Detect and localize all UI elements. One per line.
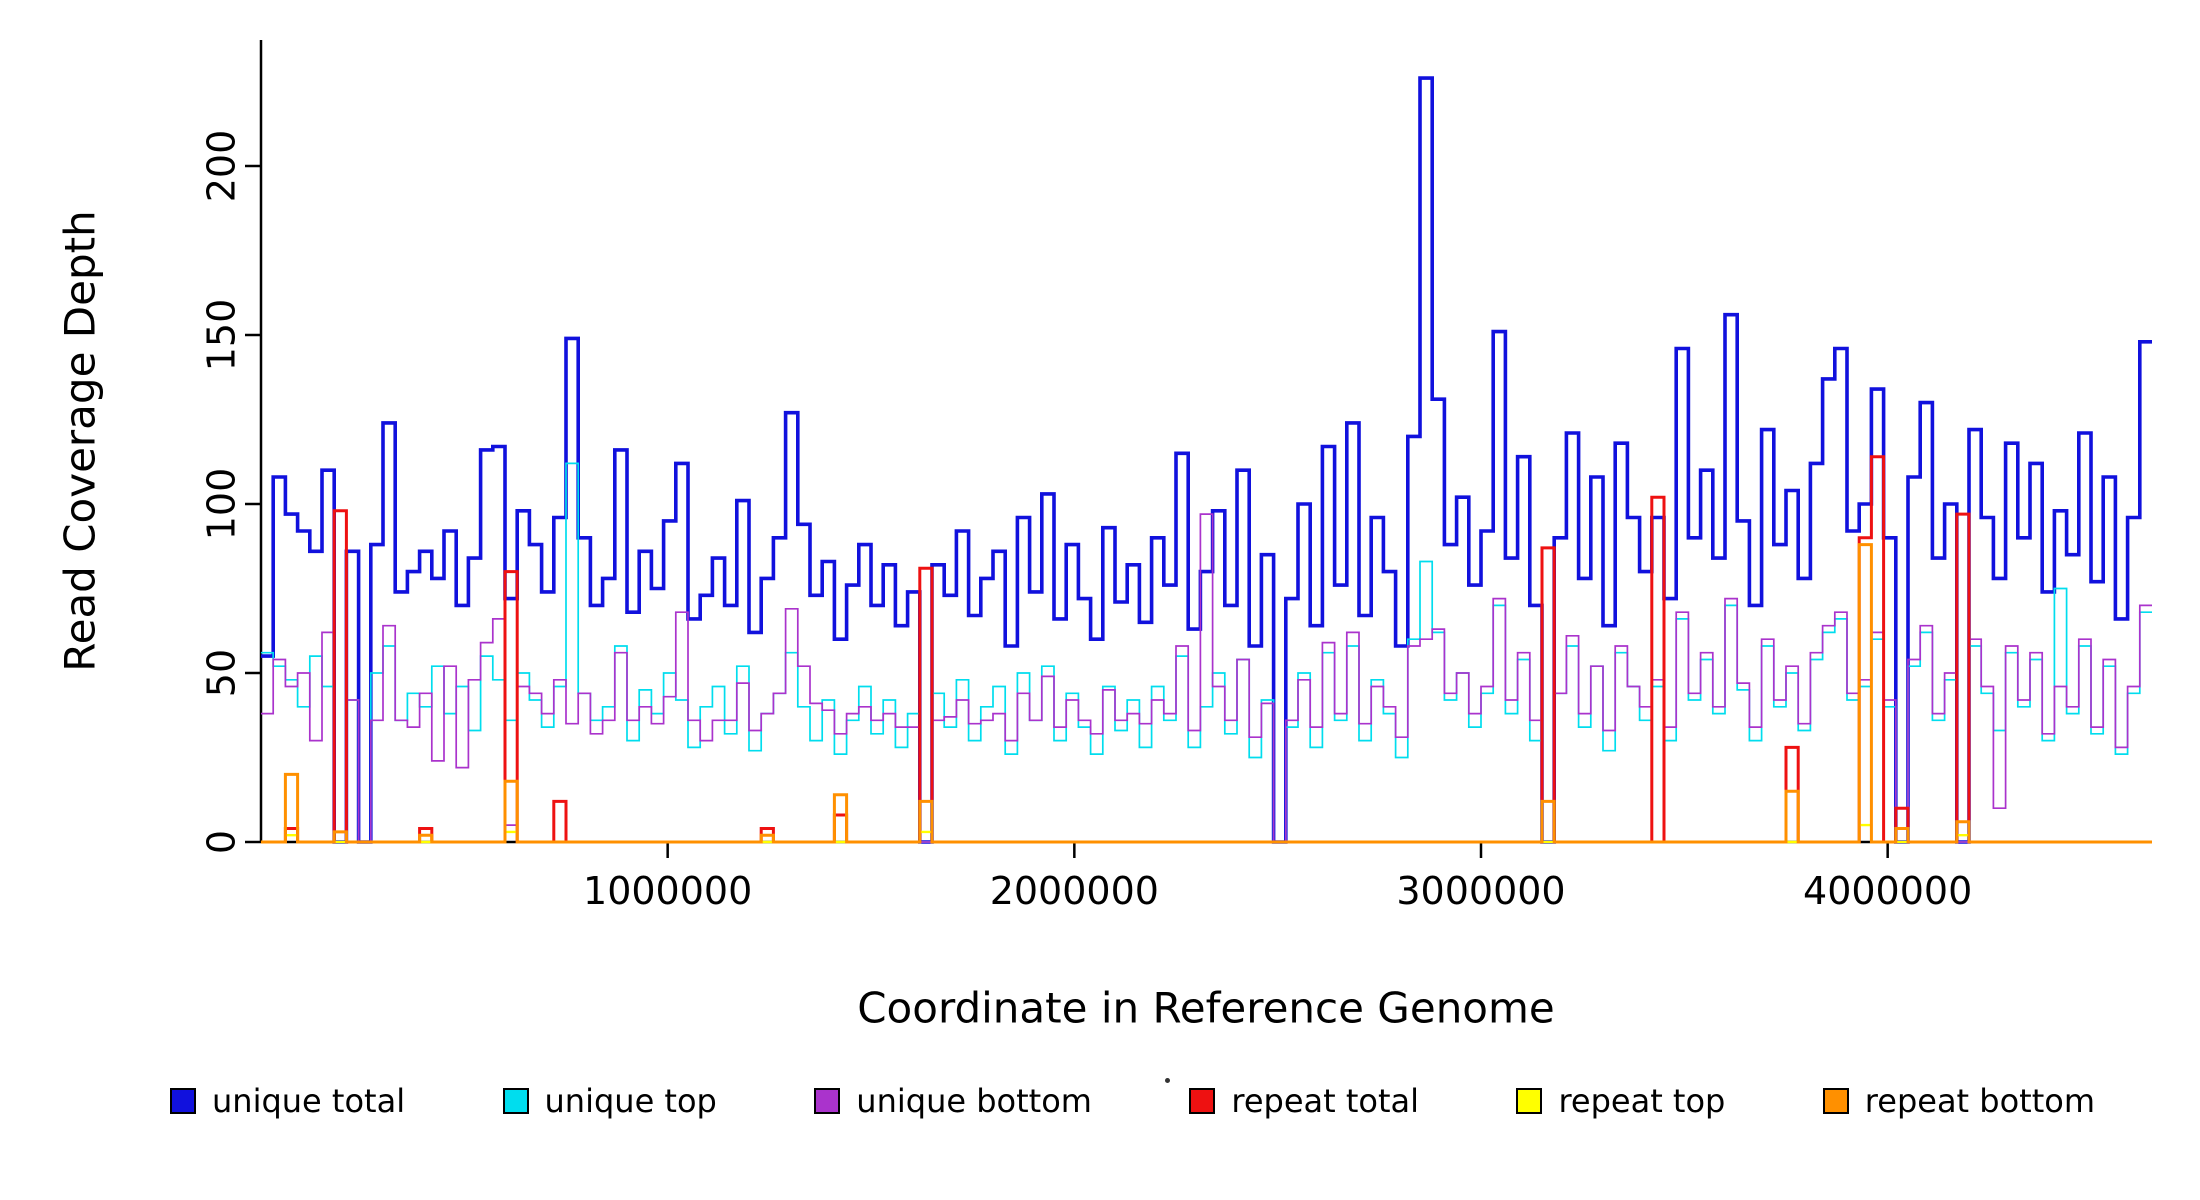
y-tick-label: 50 [199, 649, 243, 697]
legend-swatch-repeat-total [1189, 1088, 1216, 1114]
legend-item-unique-total: unique total [170, 1082, 405, 1120]
x-tick-label: 1000000 [583, 869, 752, 913]
series-repeat-top [261, 823, 2152, 844]
legend-label-repeat-bottom: repeat bottom [1864, 1082, 2095, 1120]
series-repeat-bottom [261, 543, 2152, 844]
legend-label-repeat-total: repeat total [1231, 1082, 1420, 1120]
x-axis-title: Coordinate in Reference Genome [857, 983, 1555, 1033]
legend: unique total unique top unique bottom repea… [170, 1082, 2095, 1120]
x-tick-label: 3000000 [1396, 869, 1565, 913]
legend-swatch-unique-bottom [814, 1088, 841, 1114]
legend-swatch-unique-total [170, 1088, 196, 1114]
legend-swatch-repeat-bottom [1822, 1088, 1849, 1114]
y-tick-label: 100 [199, 468, 243, 541]
stray-dot [1165, 1078, 1170, 1083]
legend-swatch-unique-top [502, 1088, 529, 1114]
y-tick-label: 150 [199, 299, 243, 372]
legend-item-repeat-top: repeat top [1516, 1082, 1725, 1120]
series-unique-top [261, 462, 2152, 843]
legend-label-unique-bottom: unique bottom [856, 1082, 1092, 1120]
legend-item-repeat-total: repeat total [1189, 1082, 1419, 1120]
x-tick-label: 2000000 [990, 869, 1159, 913]
x-tick-label: 4000000 [1803, 869, 1972, 913]
series-unique-total [261, 76, 2152, 844]
legend-label-unique-total: unique total [212, 1082, 406, 1120]
legend-label-repeat-top: repeat top [1558, 1082, 1726, 1120]
legend-swatch-repeat-top [1516, 1088, 1543, 1114]
y-tick-label: 200 [199, 130, 243, 203]
series-unique-bottom [261, 513, 2152, 843]
legend-item-unique-bottom: unique bottom [814, 1082, 1092, 1120]
legend-item-repeat-bottom: repeat bottom [1822, 1082, 2095, 1120]
legend-item-unique-top: unique top [502, 1082, 717, 1120]
y-axis-title: Read Coverage Depth [55, 210, 105, 672]
legend-label-unique-top: unique top [544, 1082, 717, 1120]
y-tick-label: 0 [199, 830, 243, 854]
